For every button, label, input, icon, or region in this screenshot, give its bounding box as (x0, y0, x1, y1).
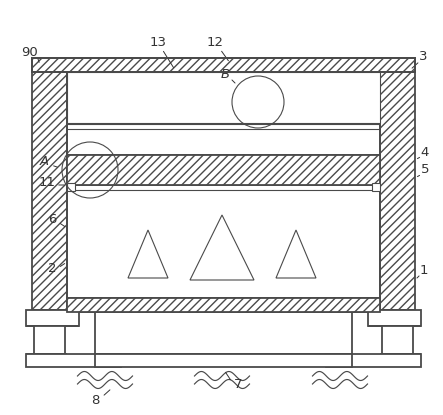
Text: A: A (39, 156, 49, 168)
Bar (32, 58, 415, 72)
Bar (26, 310, 79, 326)
Text: 4: 4 (421, 146, 429, 159)
Bar (34, 326, 65, 354)
Bar (380, 58, 415, 310)
Text: 7: 7 (234, 378, 242, 391)
Bar (368, 310, 421, 326)
Text: 6: 6 (48, 213, 56, 227)
Bar (67, 155, 380, 185)
Bar (372, 183, 380, 191)
Text: 12: 12 (206, 37, 224, 49)
Bar (32, 58, 67, 310)
Text: 8: 8 (91, 393, 99, 407)
Bar (32, 58, 415, 72)
Bar (382, 326, 413, 354)
Text: 5: 5 (421, 164, 429, 176)
Bar (26, 354, 121, 367)
Bar (326, 354, 421, 367)
Text: 3: 3 (419, 49, 427, 63)
Text: B: B (221, 68, 229, 81)
Bar (95, 354, 352, 367)
Text: 1: 1 (420, 264, 428, 276)
Bar (67, 183, 75, 191)
Text: 11: 11 (39, 176, 55, 190)
Text: 90: 90 (22, 46, 39, 59)
Bar (67, 72, 380, 123)
Text: 13: 13 (149, 37, 167, 49)
Text: 2: 2 (48, 261, 56, 274)
Bar (67, 298, 380, 312)
